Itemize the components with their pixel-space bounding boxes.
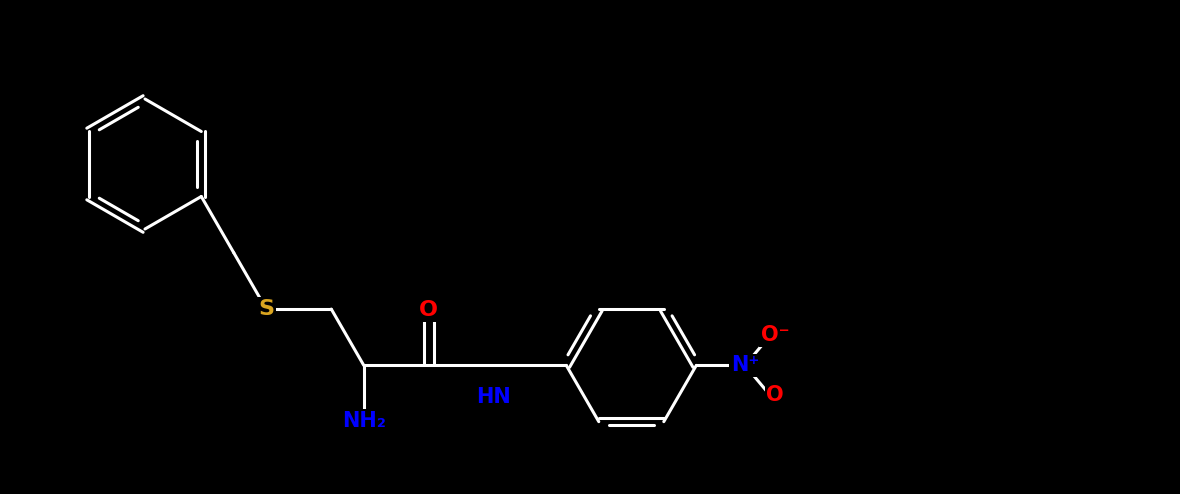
Text: O: O <box>766 385 784 405</box>
Text: O⁻: O⁻ <box>761 326 789 345</box>
Text: HN: HN <box>477 387 511 408</box>
Text: N⁺: N⁺ <box>730 355 759 375</box>
Text: O: O <box>419 300 438 320</box>
Text: S: S <box>258 299 274 319</box>
Text: NH₂: NH₂ <box>342 411 386 431</box>
